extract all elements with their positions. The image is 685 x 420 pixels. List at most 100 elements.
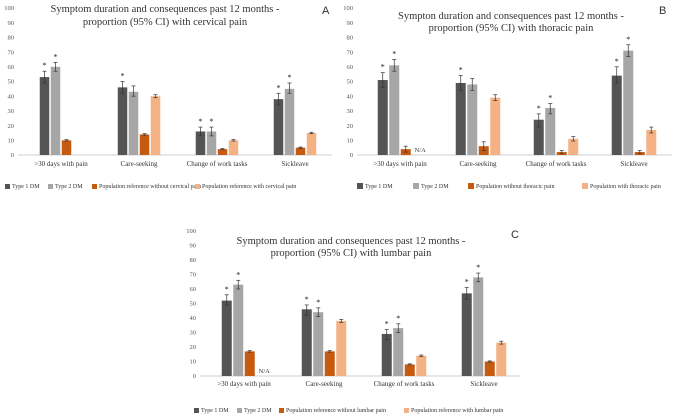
x-tick-label: Care-seeking <box>121 160 158 168</box>
x-tick-label: Change of work tasks <box>526 160 587 168</box>
x-tick-label: Sickleave <box>620 160 647 168</box>
y-tick-label: 0 <box>193 373 196 380</box>
bar <box>381 333 392 376</box>
significance-star: * <box>476 263 480 272</box>
x-tick-label: Change of work tasks <box>187 160 248 168</box>
bar <box>533 119 544 155</box>
significance-star: * <box>43 61 47 70</box>
bar <box>313 312 324 376</box>
y-tick-label: 90 <box>347 20 354 27</box>
significance-star: * <box>225 285 229 294</box>
bar <box>646 130 657 155</box>
y-tick-label: 30 <box>8 108 15 115</box>
significance-star: * <box>316 298 320 307</box>
significance-star: * <box>236 270 240 279</box>
legend-swatch <box>357 183 363 189</box>
y-tick-label: 40 <box>190 315 197 322</box>
significance-star: * <box>385 320 389 329</box>
na-label: N/A <box>415 147 427 154</box>
bar <box>393 328 404 376</box>
legend-swatch <box>279 408 284 413</box>
legend-label: Population with thoracic pain <box>590 184 661 190</box>
legend-swatch <box>404 408 409 413</box>
legend-label: Population reference with cervical pain <box>202 183 296 190</box>
bar <box>233 284 244 376</box>
legend-label: Population reference without lumbar pain <box>286 407 386 414</box>
bar <box>306 132 317 155</box>
bar <box>117 87 128 155</box>
bar <box>195 131 206 155</box>
bar <box>244 351 255 376</box>
significance-star: * <box>548 94 552 103</box>
bar <box>484 361 495 376</box>
y-tick-label: 80 <box>190 257 197 264</box>
y-tick-label: 100 <box>343 5 353 12</box>
bar <box>284 88 295 155</box>
y-tick-label: 70 <box>347 49 354 56</box>
significance-star: * <box>199 117 203 126</box>
y-tick-label: 0 <box>11 152 14 159</box>
bar <box>39 77 50 155</box>
chart-title: proportion (95% CI) with thoracic pain <box>429 23 594 34</box>
bar <box>150 96 161 155</box>
significance-star: * <box>54 52 58 61</box>
legend-label: Type 1 DM <box>365 184 393 190</box>
x-tick-label: Change of work tasks <box>374 380 435 388</box>
chart-panel-c: 0 10 20 30 40 50 60 70 80 90 100 Symptom duration a… <box>186 228 520 414</box>
x-tick-label: Care-seeking <box>460 160 497 168</box>
bar <box>416 355 427 376</box>
y-tick-label: 90 <box>8 20 15 27</box>
bar <box>324 351 335 376</box>
y-tick-label: 10 <box>347 138 354 145</box>
y-tick-label: 30 <box>190 330 197 337</box>
y-tick-label: 20 <box>347 123 354 130</box>
legend-label: Type 1 DM <box>201 408 229 414</box>
y-tick-label: 80 <box>347 35 354 42</box>
x-tick-label: >30 days with pain <box>217 380 271 388</box>
legend-swatch <box>194 408 199 413</box>
legend-label: Population reference without cervical pa… <box>99 183 201 190</box>
significance-star: * <box>459 66 463 75</box>
bar <box>336 320 347 376</box>
chart-panel-b: 0 10 20 30 40 50 60 70 80 90 100 Sympton duration a… <box>343 5 672 190</box>
legend-label: Type 2 DM <box>421 184 449 190</box>
y-tick-label: 60 <box>347 64 354 71</box>
significance-star: * <box>288 73 292 82</box>
y-tick-label: 20 <box>190 344 197 351</box>
chart-title: proportion (95% CI) with lumbar pain <box>271 248 432 259</box>
bar <box>467 84 478 155</box>
y-tick-label: 60 <box>8 64 15 71</box>
y-tick-label: 30 <box>347 108 354 115</box>
legend-swatch <box>92 184 97 189</box>
legend-label: Population reference with lumbar pain <box>411 407 503 414</box>
y-tick-label: 100 <box>186 228 196 235</box>
significance-star: * <box>615 57 619 66</box>
bar <box>221 300 232 376</box>
y-tick-label: 70 <box>8 49 15 56</box>
chart-title: Sympton duration and consequences past 1… <box>398 11 625 22</box>
bar <box>455 82 466 155</box>
significance-star: * <box>210 117 214 126</box>
bar <box>61 140 72 155</box>
bar <box>50 66 61 155</box>
legend-label: Type 1 DM <box>12 184 40 190</box>
x-tick-label: >30 days with pain <box>34 160 88 168</box>
chart-title: Symptom duration and consequences past 1… <box>237 236 466 247</box>
legend-swatch <box>468 183 474 189</box>
y-tick-label: 100 <box>4 5 14 12</box>
x-tick-label: Care-seeking <box>306 380 343 388</box>
na-label: N/A <box>259 368 271 375</box>
significance-star: * <box>305 295 309 304</box>
panel-letter: A <box>322 5 330 17</box>
bar <box>404 364 415 376</box>
x-tick-label: Sickleave <box>281 160 308 168</box>
y-tick-label: 40 <box>8 93 15 100</box>
legend-label: Type 2 DM <box>244 408 272 414</box>
y-tick-label: 50 <box>190 301 197 308</box>
significance-star: * <box>277 83 281 92</box>
bar <box>206 131 217 155</box>
bar <box>139 134 150 155</box>
significance-star: * <box>626 35 630 44</box>
y-tick-label: 90 <box>190 243 197 250</box>
legend-swatch <box>195 184 200 189</box>
